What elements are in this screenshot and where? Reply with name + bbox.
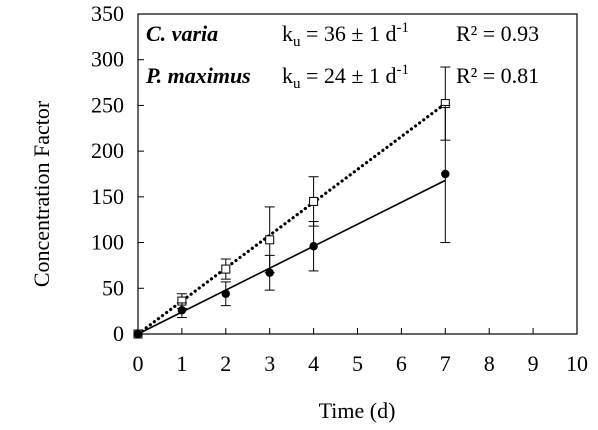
x-tick-label: 7: [440, 351, 451, 376]
y-tick-label: 50: [102, 275, 124, 300]
annotation-2-species: P. maximus: [145, 63, 251, 88]
fit-line-2: [137, 179, 446, 335]
fit-line-1: [136, 101, 447, 336]
x-tick-label: 6: [396, 351, 407, 376]
marks-layer: [133, 66, 451, 339]
data-point-circle: [221, 289, 230, 298]
annotation-2-k: k: [282, 63, 293, 88]
y-axis-title: Concentration Factor: [29, 100, 54, 287]
data-point-square: [221, 264, 231, 274]
annotation-1-r2: R² = 0.93: [456, 21, 539, 46]
y-tick-label: 300: [91, 47, 124, 72]
data-point-circle: [265, 268, 274, 277]
annotation-2-r2: R² = 0.81: [456, 63, 539, 88]
annotation-1-k: k: [282, 21, 293, 46]
annotation-1-k-value: = 36 ± 1 d: [301, 21, 397, 46]
series-2: [133, 104, 451, 339]
y-tick-label: 0: [113, 321, 124, 346]
x-tick-label: 1: [176, 351, 187, 376]
x-tick-label: 5: [352, 351, 363, 376]
y-tick-label: 200: [91, 138, 124, 163]
y-tick-label: 150: [91, 184, 124, 209]
annotation-2-k-sup: -1: [396, 62, 409, 78]
x-tick-label: 9: [528, 351, 539, 376]
x-axis-title: Time (d): [319, 398, 396, 423]
y-tick-label: 350: [91, 1, 124, 26]
annotation-1-k-sub: u: [293, 34, 301, 50]
data-point-square: [265, 235, 275, 245]
x-tick-label: 4: [308, 351, 319, 376]
data-point-circle: [177, 306, 187, 315]
series-1: [133, 66, 451, 339]
data-point-circle: [309, 242, 318, 251]
y-tick-label: 100: [91, 230, 124, 255]
x-tick-label: 0: [133, 351, 144, 376]
y-tick-label: 250: [91, 92, 124, 117]
annotation-1: C. varia ku = 36 ± 1 d-1 R² = 0.93: [146, 12, 539, 50]
data-point-square: [309, 196, 319, 206]
annotation-1-k-sup: -1: [396, 20, 409, 36]
x-tick-label: 10: [566, 351, 588, 376]
annotation-1-species: C. varia: [146, 21, 218, 46]
x-tick-label: 2: [220, 351, 231, 376]
annotation-2-k-sub: u: [293, 76, 301, 92]
x-tick-label: 8: [484, 351, 495, 376]
data-point-circle: [133, 329, 143, 339]
annotation-2: P. maximus ku = 24 ± 1 d-1 R² = 0.81: [145, 54, 539, 92]
annotation-2-k-value: = 24 ± 1 d: [301, 63, 397, 88]
data-point-circle: [441, 169, 450, 179]
x-tick-label: 3: [264, 351, 275, 376]
